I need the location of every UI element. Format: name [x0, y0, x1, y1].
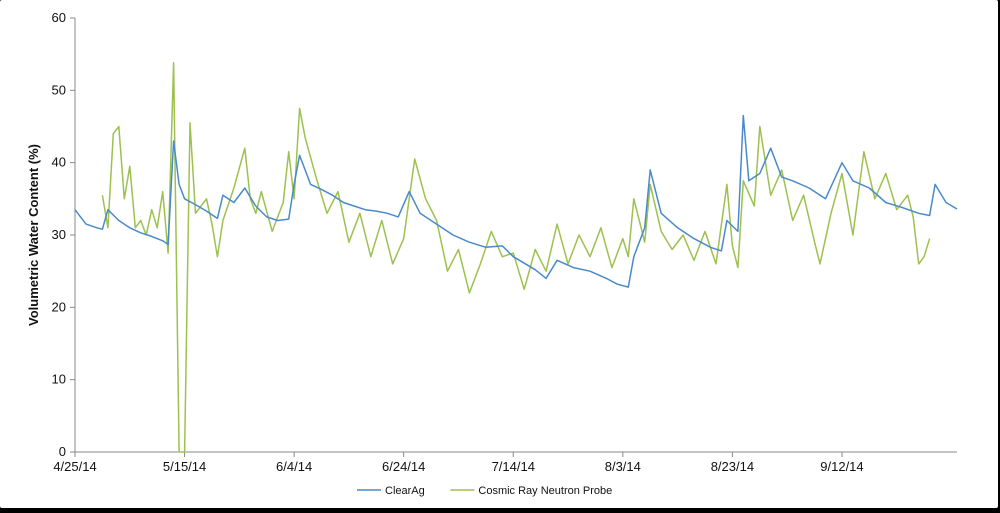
- series-lines: [74, 62, 958, 453]
- x-tick-label: 7/14/14: [492, 459, 535, 474]
- tick-labels: 0 10 20 30 40 50 60 4/25/14 5/15/14 6/4/14 6/24/14…: [52, 10, 864, 474]
- y-tick-label: 10: [52, 372, 66, 387]
- x-tick-label: 8/3/14: [605, 459, 641, 474]
- x-tick-label: 4/25/14: [53, 459, 96, 474]
- y-tick-label: 20: [52, 299, 66, 314]
- legend-label: ClearAg: [385, 485, 425, 497]
- legend-label: Cosmic Ray Neutron Probe: [478, 485, 612, 497]
- axes: [70, 17, 957, 457]
- x-tick-label: 9/12/14: [820, 459, 863, 474]
- y-tick-label: 40: [52, 155, 66, 170]
- y-tick-label: 0: [59, 444, 66, 459]
- x-tick-label: 6/4/14: [276, 459, 312, 474]
- series-line-clearag: [74, 114, 958, 288]
- y-tick-label: 50: [52, 82, 66, 97]
- y-axis-label: Volumetric Water Content (%): [26, 144, 41, 326]
- series-line-cosmic-ray-neutron-probe: [101, 62, 931, 453]
- x-tick-label: 8/23/14: [711, 459, 754, 474]
- legend: ClearAg Cosmic Ray Neutron Probe: [357, 485, 612, 497]
- y-tick-label: 60: [52, 10, 66, 25]
- x-tick-label: 6/24/14: [382, 459, 425, 474]
- y-tick-label: 30: [52, 227, 66, 242]
- x-tick-label: 5/15/14: [163, 459, 206, 474]
